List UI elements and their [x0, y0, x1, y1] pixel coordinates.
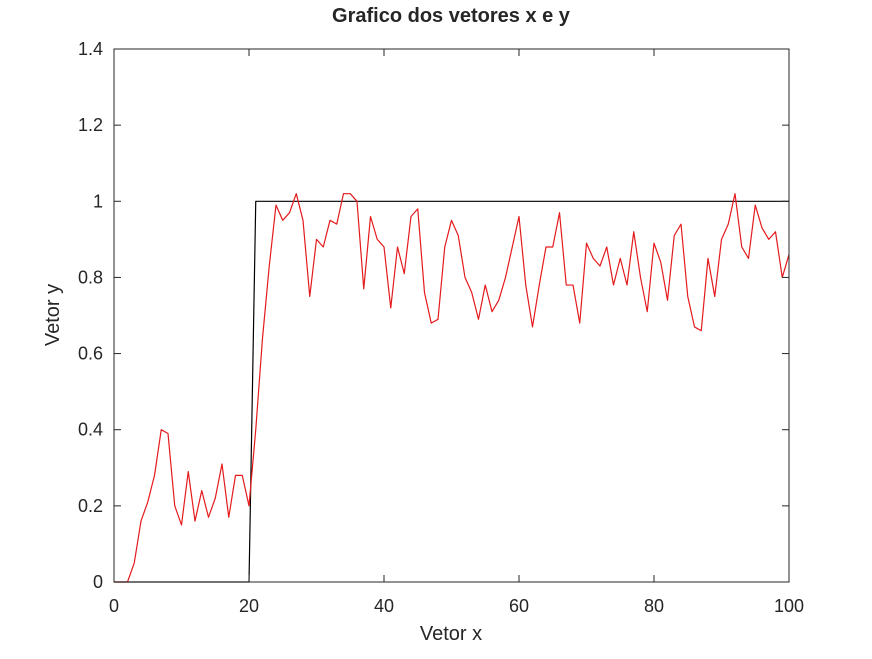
- series-line-1: [114, 200, 789, 583]
- y-tick-label-0-2: 0.2: [78, 496, 103, 516]
- series-line-2: [114, 193, 790, 583]
- y-tick-label-1: 1: [93, 191, 103, 211]
- chart-title: Grafico dos vetores x e y: [332, 5, 571, 27]
- y-tick-label-0-8: 0.8: [78, 267, 103, 287]
- axes-box: [113, 48, 790, 583]
- x-tick-label-20: 20: [239, 596, 259, 616]
- x-tick-label-40: 40: [374, 596, 394, 616]
- plot-area: 0 20 40 60 80 100 0 0.2 0.4 0.6 0.8 1 1.2 1.4: [78, 39, 804, 616]
- x-tick-label-60: 60: [509, 596, 529, 616]
- y-tick-label-0-6: 0.6: [78, 344, 103, 364]
- y-axis-label: Vetor y: [42, 284, 64, 346]
- y-tick-label-1-2: 1.2: [78, 115, 103, 135]
- y-tick-label-0: 0: [93, 572, 103, 592]
- x-tick-label-80: 80: [644, 596, 664, 616]
- y-tick-label-0-4: 0.4: [78, 420, 103, 440]
- x-axis-label: Vetor x: [420, 623, 482, 645]
- x-tick-label-0: 0: [109, 596, 119, 616]
- y-tick-label-1-4: 1.4: [78, 39, 103, 59]
- x-tick-label-100: 100: [774, 596, 804, 616]
